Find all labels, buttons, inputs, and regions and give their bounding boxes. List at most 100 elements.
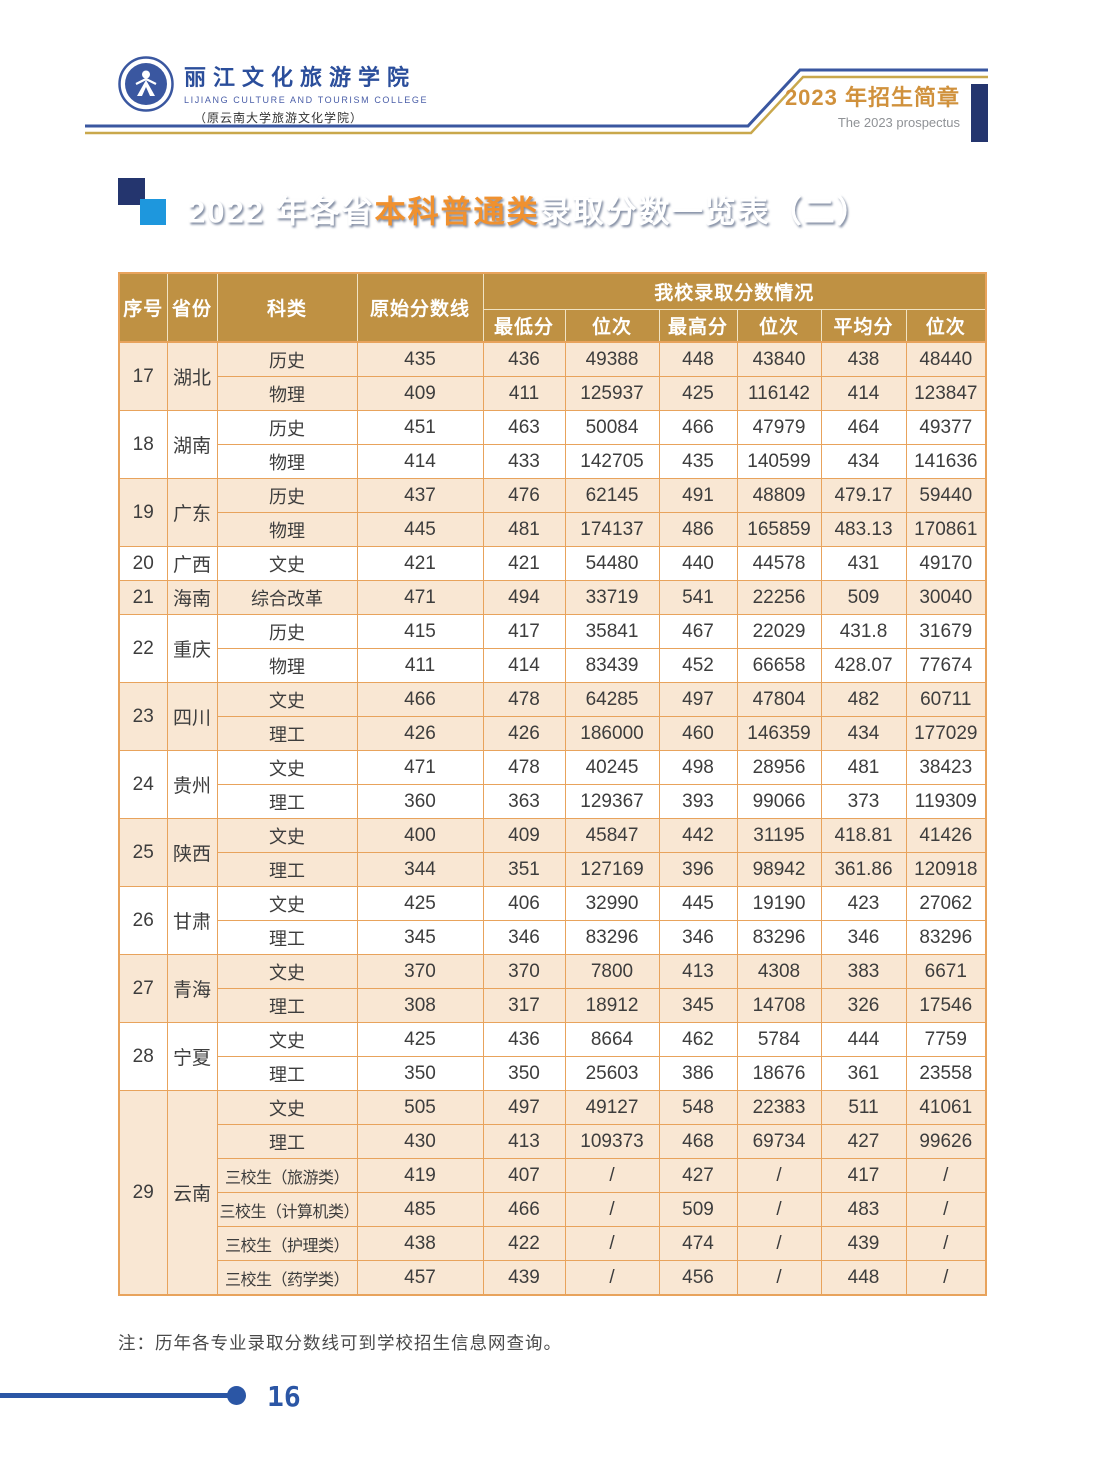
avg-rank-cell: 59440 [905,478,987,513]
table-row: 理工 308 317 18912 345 14708 326 17546 [119,988,987,1023]
min-rank-cell: 32990 [564,886,660,921]
min-rank-cell: 62145 [564,478,660,513]
min-score-cell: 413 [482,1124,566,1159]
college-logo-icon [118,56,174,112]
header-ribbon-lines [0,55,1100,160]
avg-rank-cell: 6671 [905,954,987,989]
seq-cell: 20 [118,546,168,581]
max-score-cell: 427 [658,1158,738,1193]
seq-cell: 17 [118,341,168,411]
max-rank-cell: 99066 [736,784,822,819]
max-rank-cell: 14708 [736,988,822,1023]
min-score-cell: 421 [482,546,566,581]
min-score-cell: 317 [482,988,566,1023]
subject-cell: 物理 [216,512,358,547]
max-rank-cell: 28956 [736,750,822,785]
province-cell: 云南 [166,1090,218,1296]
avg-score-cell: 439 [820,1226,907,1261]
province-cell: 重庆 [166,614,218,683]
page-title-suffix: 录取分数一览表（二） [539,194,870,230]
subject-cell: 物理 [216,444,358,479]
avg-rank-cell: 49377 [905,410,987,445]
subject-cell: 综合改革 [216,580,358,615]
original-line-cell: 409 [356,376,484,411]
seq-cell: 22 [118,614,168,683]
min-rank-cell: 49127 [564,1090,660,1125]
avg-rank-cell: 119309 [905,784,987,819]
province-cell: 广东 [166,478,218,547]
college-name: 丽江文化旅游学院 [184,65,417,90]
col-header-max: 最高分 [658,308,738,343]
col-header-province: 省份 [166,272,218,343]
avg-rank-cell: / [905,1226,987,1261]
table-row: 三校生（旅游类） 419 407/427/417/ [119,1158,987,1193]
col-header-original-line: 原始分数线 [356,272,484,343]
min-rank-cell: 125937 [564,376,660,411]
original-line-cell: 419 [356,1158,484,1193]
subject-cell: 理工 [216,1056,358,1091]
section-title-banner: 2022 年各省本科普通类录取分数一览表（二） [118,178,985,240]
min-score-cell: 463 [482,410,566,445]
table-row: 理工 426 426 186000 460 146359 434 177029 [119,716,987,751]
avg-rank-cell: 60711 [905,682,987,717]
max-rank-cell: / [736,1158,822,1193]
min-score-cell: 478 [482,750,566,785]
max-rank-cell: 43840 [736,341,822,377]
min-score-cell: 422 [482,1226,566,1261]
original-line-cell: 437 [356,478,484,513]
table-row: 理工 345 346 83296 346 83296 346 83296 [119,920,987,955]
max-score-cell: 467 [658,614,738,649]
min-score-cell: 476 [482,478,566,513]
min-score-cell: 414 [482,648,566,683]
min-score-cell: 346 [482,920,566,955]
table-row: 22 重庆 历史 415 417 35841 467 22029 431.8 31679 [118,614,987,683]
min-score-cell: 417 [482,614,566,649]
max-rank-cell: / [736,1192,822,1227]
max-rank-cell: 18676 [736,1056,822,1091]
avg-rank-cell: 7759 [905,1022,987,1057]
prospectus-header: 2023 年招生简章 The 2023 prospectus [700,80,960,130]
avg-rank-cell: 141636 [905,444,987,479]
max-score-cell: 452 [658,648,738,683]
subject-cell: 历史 [216,478,358,513]
table-row: 26 甘肃 文史 425 406 32990 445 19190 423 27062 [118,886,987,955]
original-line-cell: 435 [356,341,484,377]
footer-line-dot [227,1386,246,1405]
province-cell: 广西 [166,546,218,581]
min-rank-cell: 33719 [564,580,660,615]
min-rank-cell: 83439 [564,648,660,683]
subject-cell: 物理 [216,376,358,411]
avg-rank-cell: 170861 [905,512,987,547]
avg-score-cell: 418.81 [820,818,907,853]
subject-cell: 文史 [216,818,358,853]
min-score-cell: 436 [482,341,566,377]
min-score-cell: 350 [482,1056,566,1091]
original-line-cell: 360 [356,784,484,819]
col-header-group: 我校录取分数情况 [482,272,987,310]
max-score-cell: 440 [658,546,738,581]
province-cell: 四川 [166,682,218,751]
seq-cell: 24 [118,750,168,819]
avg-score-cell: 483 [820,1192,907,1227]
table-row: 17 湖北 历史 435 436 49388 448 43840 438 48440 [118,341,987,411]
footnote: 注：历年各专业录取分数线可到学校招生信息网查询。 [118,1333,562,1353]
min-rank-cell: 49388 [564,341,660,377]
original-line-cell: 471 [356,750,484,785]
original-line-cell: 414 [356,444,484,479]
max-score-cell: 346 [658,920,738,955]
original-line-cell: 344 [356,852,484,887]
province-cell: 青海 [166,954,218,1023]
max-score-cell: 491 [658,478,738,513]
table-row: 27 青海 文史 370 370 7800 413 4308 383 6671 [118,954,987,1023]
table-row: 28 宁夏 文史 425 436 8664 462 5784 444 7759 [118,1022,987,1091]
subject-cell: 文史 [216,682,358,717]
avg-score-cell: 414 [820,376,907,411]
subject-cell: 文史 [216,886,358,921]
min-score-cell: 407 [482,1158,566,1193]
min-rank-cell: / [564,1260,660,1296]
avg-score-cell: 511 [820,1090,907,1125]
avg-rank-cell: 123847 [905,376,987,411]
table-row: 物理 445 481 174137 486 165859 483.13 170861 [119,512,987,547]
table-row: 23 四川 文史 466 478 64285 497 47804 482 60711 [118,682,987,751]
avg-rank-cell: 49170 [905,546,987,581]
